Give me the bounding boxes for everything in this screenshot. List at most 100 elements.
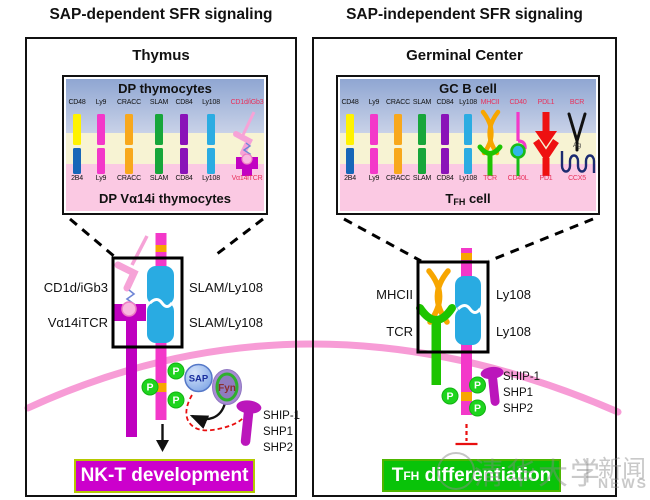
cd1d-elbow [114,261,139,292]
outcome-post: differentiation [419,464,552,486]
top-cell-label: GC B cell [439,81,497,96]
receptor-bar-cd48 [346,114,354,145]
zoom-label-mhcii: MHCII [376,287,413,302]
zoom-label-va14itcr: Vα14iTCR [47,315,108,330]
receptor-label-bcr: BCR [569,99,585,106]
phosphatase-label-ship1: SHIP-1 [263,410,301,422]
ship-shp-molecule [480,366,504,406]
phospho-badges-left: P P P [141,362,185,409]
va14itcr-stem [126,320,137,437]
receptor-label-tcr: TCR [483,175,497,182]
receptor-label-ly9: Ly9 [95,99,107,106]
va14itcr-receptor-mini [236,153,258,176]
bcr-ccx5-mini [560,112,596,173]
receptor-label-cd84: CD84 [436,175,454,182]
receptor-label-2b4: 2B4 [344,175,356,182]
top-cell-label: DP thymocytes [118,81,212,96]
zoom-label-ly108-1: Ly108 [496,287,531,302]
receptor-label-ly108: Ly108 [202,175,220,182]
ship-shp-molecule [236,400,262,446]
zoom-label-cd1d: CD1d/iGb3 [43,280,108,295]
right-zoom-complex [416,248,490,415]
receptor-bar-slam [155,114,163,145]
left-zoom-complex [111,233,184,437]
receptor-bar-cd84 [180,114,188,145]
left-signaling: SAP Fyn P P P [141,362,262,452]
fyn-phosphorylation-arrow [189,402,227,429]
mhcii-tcr-mini [477,109,503,176]
receptor-label-cracc: CRACC [386,175,410,182]
tcr-cup [416,304,456,324]
cd1d-tail [130,235,149,266]
receptor-label-cracc: CRACC [117,99,141,106]
slam-ly108-dimer-bottom [147,302,174,343]
phospho-p: P [446,391,453,403]
phospho-p: P [172,395,179,407]
right-panel-header: Germinal Center [406,47,523,64]
zoom-label-slam-ly108-2: SLAM/Ly108 [189,315,263,330]
receptor-bar-slam [418,114,426,145]
receptor-bar-slam [418,148,426,174]
receptor-label-cd84: CD84 [436,99,454,106]
phospho-p: P [146,382,153,394]
receptor-label-ly9: Ly9 [95,175,107,182]
fyn-molecule: Fyn [212,369,242,405]
receptor-label-ccx5: CCX5 [568,175,586,182]
bottom-cell-label: TFH cell [338,191,598,207]
receptor-label-ly108: Ly108 [202,99,220,106]
tfh-post: cell [465,191,491,206]
tfh-pre: T [445,191,454,206]
ly108-dimer-bottom [455,308,481,345]
phosphatase-label-shp1: SHP1 [503,387,534,399]
ly108-dimer-top [455,276,481,312]
receptor-label-cd48: CD48 [341,99,359,106]
receptor-label-ly9: Ly9 [368,175,380,182]
receptor-bar-cd84 [441,148,449,174]
receptor-label-slam: SLAM [149,175,169,182]
nkt-development-box: NK-T development [74,459,255,493]
receptor-label-2b4: 2B4 [71,175,83,182]
receptor-label-cd84: CD84 [175,99,193,106]
zoom-label-ly108-2: Ly108 [496,324,531,339]
zoom-connector-lines [69,217,594,263]
phosphatase-label-shp1: SHP1 [263,426,294,438]
cd40-cd40l-mini [510,112,527,176]
right-zoom-box [416,260,490,354]
receptor-label-slam: SLAM [412,175,432,182]
phospho-badges-right: P P P [441,376,486,417]
igb3-antigen [121,301,137,317]
phosphatase-label-ship1: SHIP-1 [503,371,541,383]
blocked-recruitment-arrow [185,394,249,432]
receptor-bar-cd84 [441,114,449,145]
left-zoom-box [111,256,184,349]
phospho-p: P [474,380,481,392]
receptor-bar-ly9 [97,148,105,174]
receptor-label-pdl1: PDL1 [537,99,555,106]
receptor-label-cracc: CRACC [117,175,141,182]
receptor-bar-ly108 [464,114,472,145]
left-panel-header: Thymus [132,47,190,64]
receptor-bar-cracc [394,148,402,174]
receptor-label-cd1digb3: CD1d/iGb3 [230,99,264,106]
receptor-label-ly108: Ly108 [459,99,477,106]
sap-label: SAP [189,374,209,385]
phosphatase-label-shp2: SHP2 [503,403,534,415]
receptor-label-mhcii: MHCII [480,99,500,106]
receptor-label-v14itcr: Vα14iTCR [231,175,263,182]
sap-molecule [184,363,213,393]
receptor-label-cracc: CRACC [386,99,410,106]
receptor-bar-ly108 [464,148,472,174]
gc-cell-box: GC B cell TFH cell [336,75,600,215]
receptor-label-ly9: Ly9 [368,99,380,106]
receptor-bar-ly9 [97,114,105,145]
plasma-membrane [24,340,622,416]
phospho-p: P [474,403,481,415]
fyn-label: Fyn [218,383,236,394]
pdl1-pd1-mini [533,112,559,176]
left-title: SAP-dependent SFR signaling [49,6,273,23]
receptor-label-pd1: PD1 [539,175,553,182]
slam-ly108-dimer-top [147,266,174,305]
receptor-bar-cracc [125,148,133,174]
